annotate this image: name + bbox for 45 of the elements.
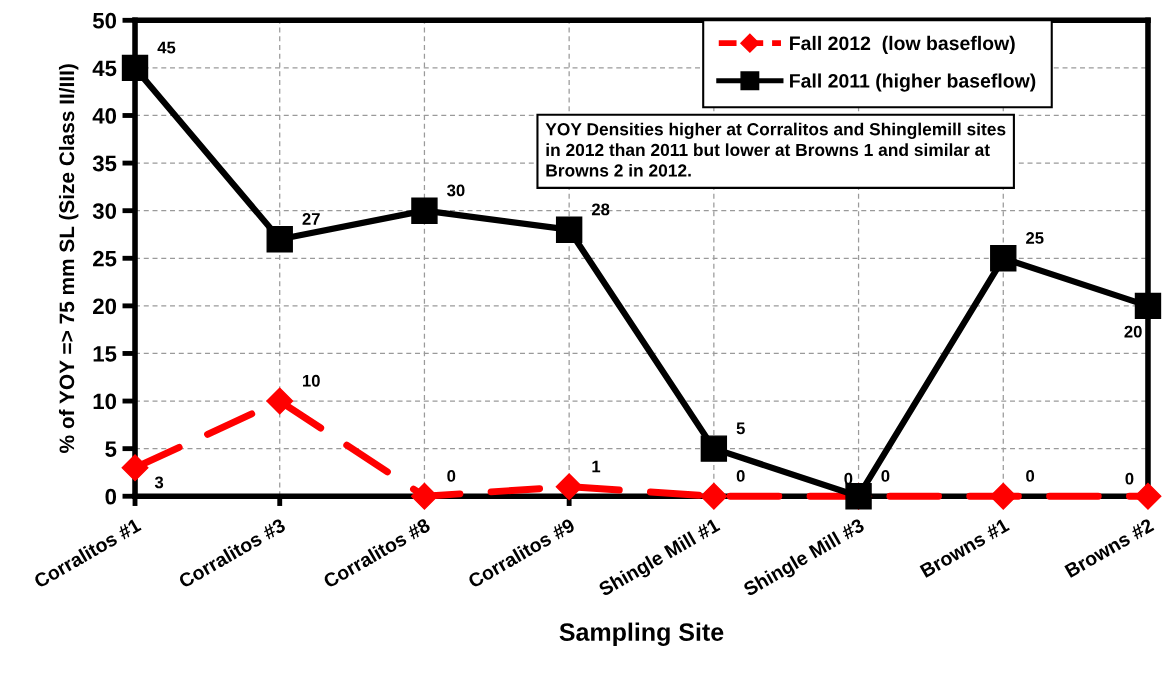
y-tick-label: 45 <box>92 60 117 77</box>
y-tick-label: 10 <box>93 393 117 410</box>
y-tick-label: 35 <box>92 155 117 172</box>
data-label: 28 <box>591 203 610 216</box>
y-tick-label: 15 <box>93 346 117 362</box>
point <box>555 473 583 501</box>
y-axis-title: % of YOY => 75 mm SL (Size Class II/III) <box>58 64 79 453</box>
data-label: 5 <box>736 422 745 435</box>
x-axis-title: Sampling Site <box>559 622 724 647</box>
y-tick-label: 0 <box>105 488 117 505</box>
data-label: 3 <box>154 476 164 489</box>
point <box>700 435 728 462</box>
y-tick-label: 25 <box>93 250 117 267</box>
data-label: 1 <box>592 460 601 473</box>
y-tick-label: 30 <box>92 203 117 219</box>
y-tick-label: 40 <box>92 108 117 124</box>
point <box>1134 292 1162 320</box>
point <box>555 216 583 243</box>
data-label: 0 <box>736 470 745 482</box>
data-label: 0 <box>1026 470 1035 482</box>
data-label: 30 <box>447 184 465 197</box>
point <box>1134 482 1162 510</box>
point <box>411 197 438 224</box>
data-label: 25 <box>1026 232 1044 244</box>
point <box>410 482 438 510</box>
data-label: 45 <box>157 41 176 54</box>
point <box>989 482 1017 510</box>
point <box>121 54 149 82</box>
y-tick-label: 50 <box>92 12 117 29</box>
point <box>266 387 294 415</box>
point <box>990 245 1017 272</box>
data-label: 0 <box>881 470 890 482</box>
annotation: YOY Densities higher at Corralitos and Shinglemill sites in 2012 than 2011 but lower at Browns 1 and similar at Browns 2 in 2012. <box>545 122 1006 177</box>
data-label: 0 <box>1125 472 1134 485</box>
y-tick-label: 5 <box>105 441 117 457</box>
legend-label: Fall 2011 (higher baseflow) <box>790 73 1036 92</box>
data-label: 0 <box>447 470 456 482</box>
point <box>700 482 728 510</box>
data-label: 10 <box>303 374 320 387</box>
point <box>266 226 293 253</box>
legend-label: Fall 2012 (low baseflow) <box>790 35 1015 54</box>
point <box>121 454 149 482</box>
data-label: 20 <box>1124 325 1142 338</box>
y-tick-label: 20 <box>93 298 117 315</box>
data-label: 27 <box>302 213 320 225</box>
